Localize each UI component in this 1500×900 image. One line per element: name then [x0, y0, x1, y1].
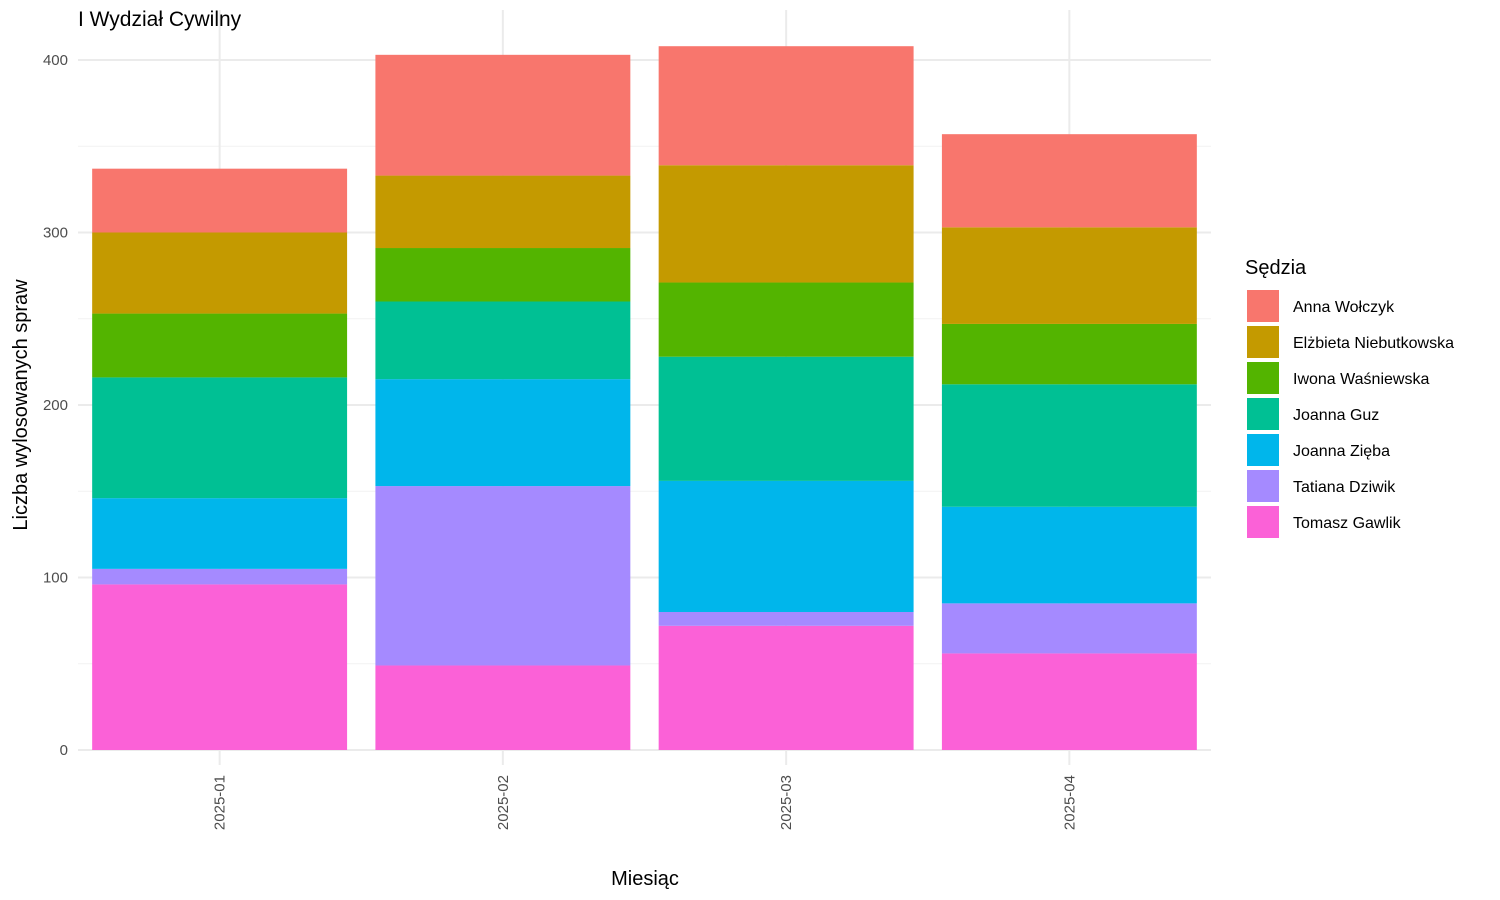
legend-label: Joanna Guz — [1293, 407, 1379, 424]
bar-segment — [658, 625, 914, 750]
x-tick-label: 2025-03 — [778, 775, 795, 830]
bar-segment — [658, 46, 914, 166]
bar-segment — [92, 584, 348, 750]
bar-segment — [658, 165, 914, 283]
chart-title: I Wydział Cywilny — [78, 8, 242, 31]
legend-swatch — [1247, 362, 1279, 394]
x-axis-title: Miesiąc — [611, 868, 679, 890]
bar-segment — [92, 313, 348, 378]
bar-segment — [92, 377, 348, 499]
bar-segment — [375, 379, 631, 487]
bar-segment — [92, 232, 348, 314]
legend-title: Sędzia — [1245, 257, 1307, 279]
bar-segment — [375, 486, 631, 666]
bar-segment — [375, 248, 631, 302]
legend-swatch — [1247, 506, 1279, 538]
y-tick-label: 300 — [43, 225, 68, 242]
bar-segment — [92, 168, 348, 233]
bar-segment — [92, 568, 348, 585]
legend-swatch — [1247, 470, 1279, 502]
legend-label: Tatiana Dziwik — [1293, 479, 1396, 496]
legend-swatch — [1247, 326, 1279, 358]
bar-segment — [941, 653, 1197, 750]
legend-label: Tomasz Gawlik — [1293, 515, 1402, 532]
bar-segment — [375, 175, 631, 249]
bars — [92, 46, 1197, 750]
legend-label: Elżbieta Niebutkowska — [1293, 335, 1454, 352]
bar-segment — [658, 282, 914, 357]
bar-segment — [941, 134, 1197, 228]
bar-segment — [658, 480, 914, 612]
bar-segment — [941, 227, 1197, 324]
y-tick-label: 200 — [43, 397, 68, 414]
bar-segment — [658, 356, 914, 481]
legend-label: Iwona Waśniewska — [1293, 371, 1429, 388]
legend-swatch — [1247, 398, 1279, 430]
bar-segment — [658, 612, 914, 626]
x-tick-label: 2025-04 — [1061, 775, 1078, 830]
legend: Sędzia Anna Wołczyk Elżbieta Niebutkowska… — [1245, 257, 1454, 538]
y-axis-ticks: 0 100 200 300 400 — [43, 52, 68, 759]
y-axis-title: Liczba wylosowanych spraw — [10, 279, 32, 531]
legend-swatch — [1247, 290, 1279, 322]
bar-segment — [941, 506, 1197, 604]
bar-segment — [375, 665, 631, 750]
bar-segment — [941, 323, 1197, 385]
bar-segment — [375, 54, 631, 176]
legend-swatch — [1247, 434, 1279, 466]
x-axis-ticks: 2025-01 2025-02 2025-03 2025-04 — [212, 775, 1079, 830]
bar-segment — [375, 301, 631, 380]
legend-label: Joanna Zięba — [1293, 443, 1390, 460]
x-tick-label: 2025-02 — [495, 775, 512, 830]
bar-segment — [92, 498, 348, 569]
bar-segment — [941, 603, 1197, 654]
bar-segment — [941, 384, 1197, 507]
x-tick-label: 2025-01 — [212, 775, 229, 830]
y-tick-label: 400 — [43, 52, 68, 69]
y-tick-label: 100 — [43, 570, 68, 587]
legend-label: Anna Wołczyk — [1293, 299, 1395, 316]
y-tick-label: 0 — [60, 742, 68, 759]
